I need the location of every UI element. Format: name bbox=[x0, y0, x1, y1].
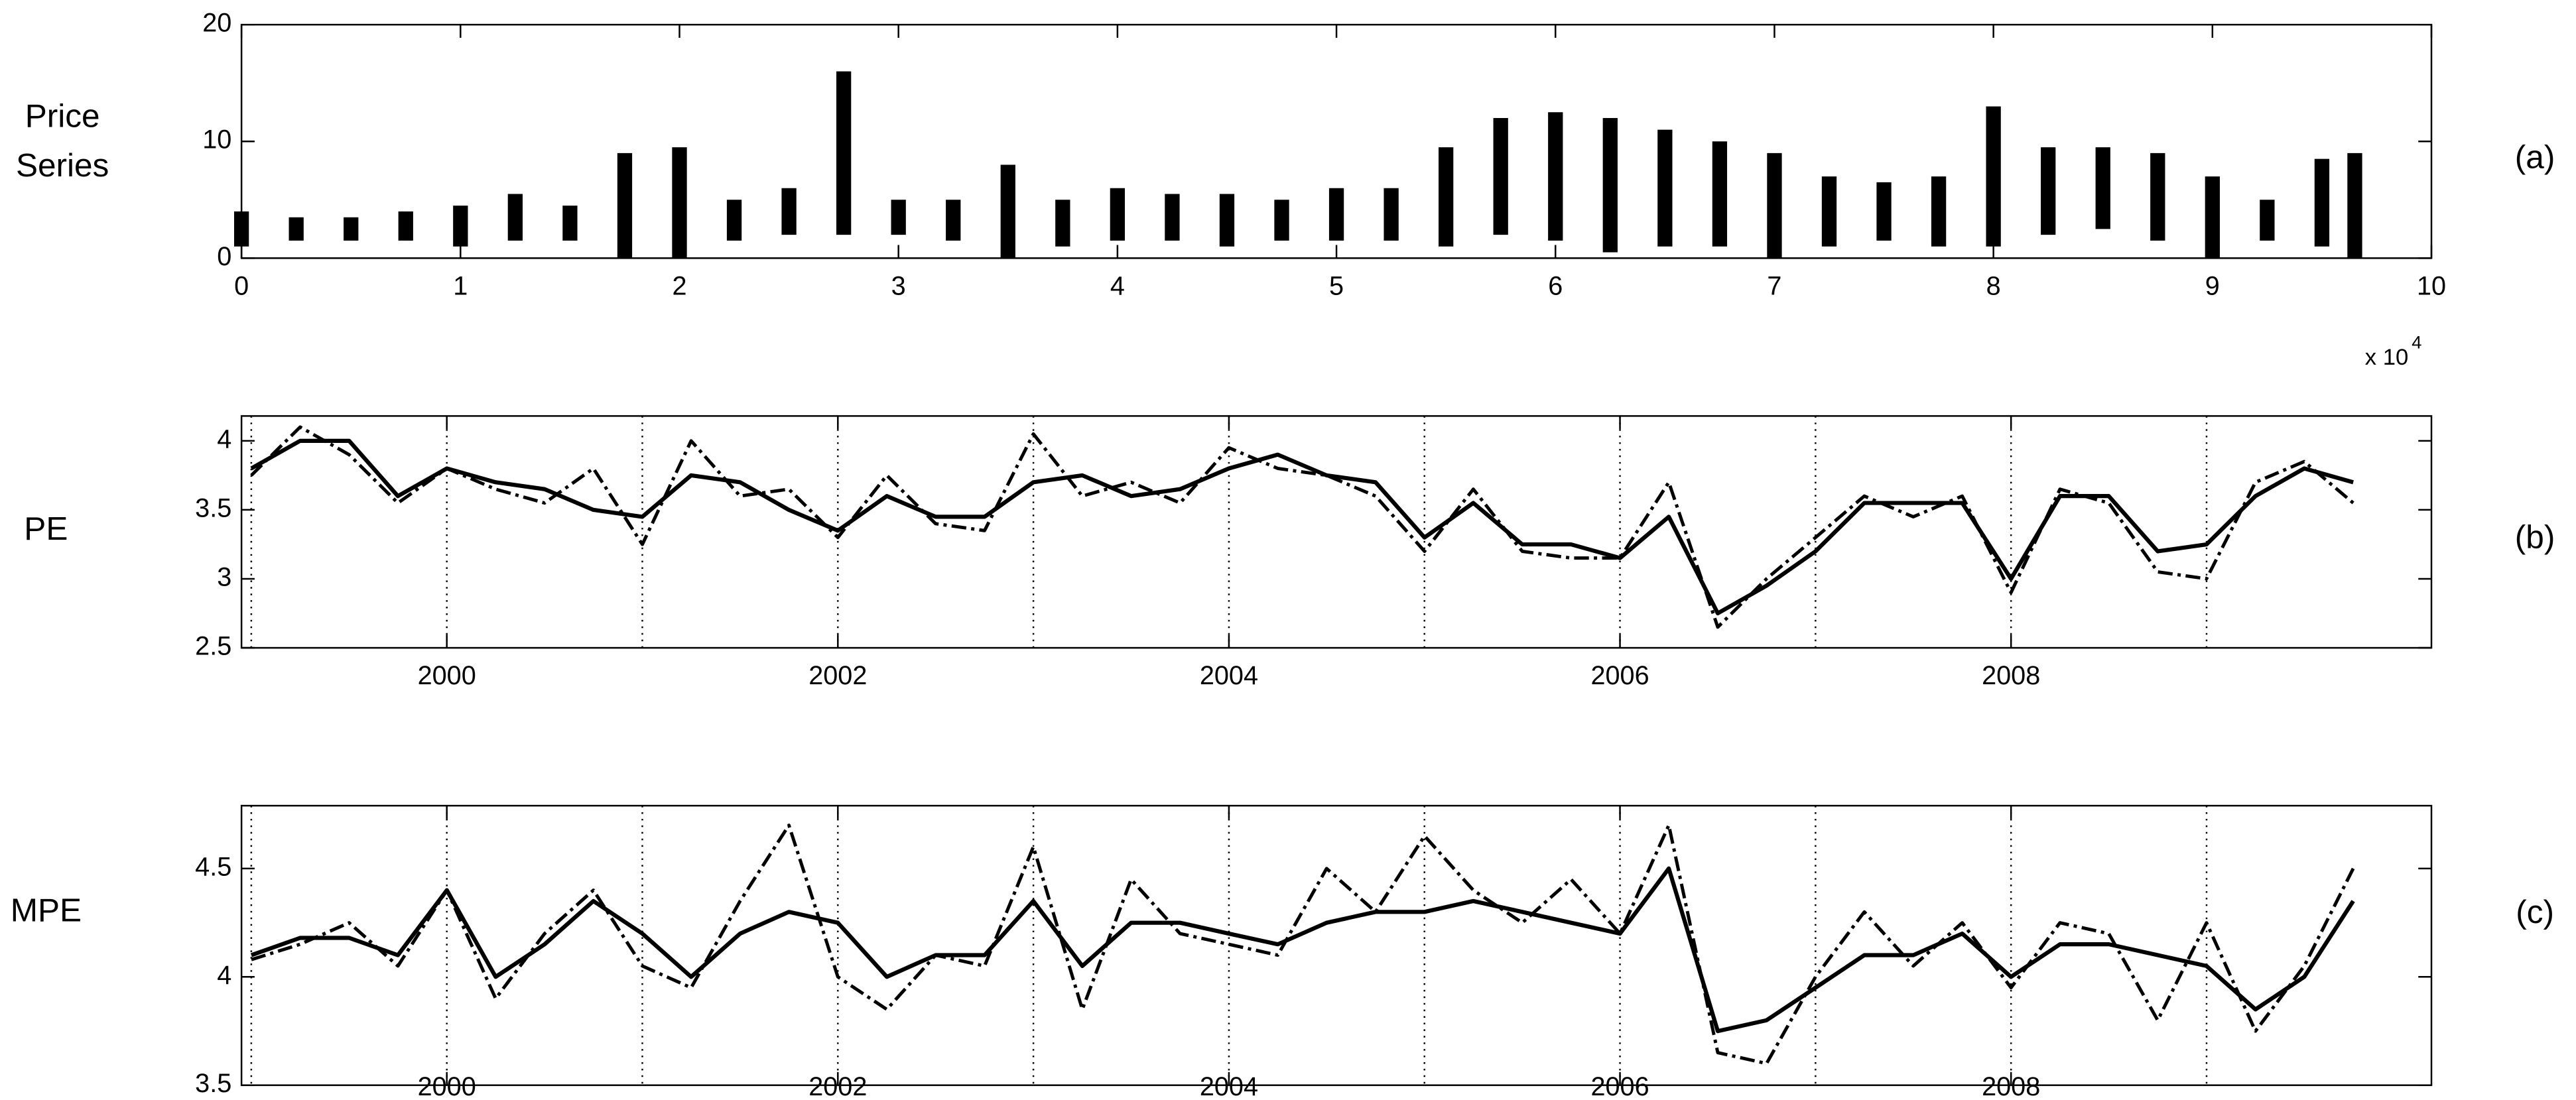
plot-frame bbox=[240, 804, 2433, 1086]
y-tick-label: 4.5 bbox=[195, 852, 231, 881]
y-tick-label: 3 bbox=[217, 562, 231, 591]
y-tick-label: 0 bbox=[217, 242, 231, 271]
x-multiplier: x 10 bbox=[2365, 345, 2409, 370]
x-tick-label: 0 bbox=[234, 271, 249, 300]
x-tick-label: 7 bbox=[1767, 271, 1781, 300]
y-axis-label: Price Series bbox=[16, 97, 109, 184]
panel-label: (b) bbox=[2515, 518, 2555, 555]
panel-label: (a) bbox=[2515, 139, 2555, 176]
x-tick-label: 4 bbox=[1110, 271, 1125, 300]
x-tick-label: 3 bbox=[891, 271, 906, 300]
x-tick-label: 2002 bbox=[808, 1072, 867, 1100]
y-tick-label: 2.5 bbox=[195, 632, 231, 661]
y-tick-label: 3.5 bbox=[195, 1069, 231, 1098]
y-axis-label: MPE bbox=[11, 891, 82, 928]
x-multiplier-exponent: 4 bbox=[2412, 332, 2421, 352]
x-tick-label: 2006 bbox=[1590, 1072, 1649, 1100]
solid-line bbox=[250, 438, 2354, 616]
plot-frame bbox=[240, 415, 2433, 649]
x-tick-label: 2000 bbox=[418, 661, 476, 690]
x-tick-label: 2002 bbox=[808, 661, 867, 690]
dash-line bbox=[251, 824, 2355, 1066]
x-tick-label: 1 bbox=[453, 271, 468, 300]
y-tick-label: 4 bbox=[217, 961, 231, 990]
dash-line bbox=[250, 425, 2354, 629]
x-tick-label: 8 bbox=[1986, 271, 2001, 300]
x-tick-label: 10 bbox=[2417, 271, 2446, 300]
x-tick-label: 2000 bbox=[418, 1072, 476, 1100]
x-tick-label: 5 bbox=[1329, 271, 1344, 300]
x-tick-label: 6 bbox=[1548, 271, 1563, 300]
y-tick-label: 3.5 bbox=[195, 493, 231, 522]
x-tick-label: 9 bbox=[2205, 271, 2220, 300]
y-tick-label: 20 bbox=[202, 9, 231, 38]
solid-line bbox=[250, 866, 2355, 1034]
x-tick-label: 2008 bbox=[1982, 661, 2040, 690]
x-tick-label: 2004 bbox=[1200, 1072, 1258, 1100]
x-tick-label: 2004 bbox=[1200, 661, 1258, 690]
x-tick-label: 2 bbox=[672, 271, 686, 300]
panel-label: (c) bbox=[2516, 893, 2554, 930]
y-tick-label: 4 bbox=[217, 424, 231, 454]
y-tick-label: 10 bbox=[202, 125, 231, 154]
x-tick-label: 2006 bbox=[1590, 661, 1649, 690]
x-tick-label: 2008 bbox=[1982, 1072, 2040, 1100]
y-axis-label: PE bbox=[24, 510, 68, 547]
